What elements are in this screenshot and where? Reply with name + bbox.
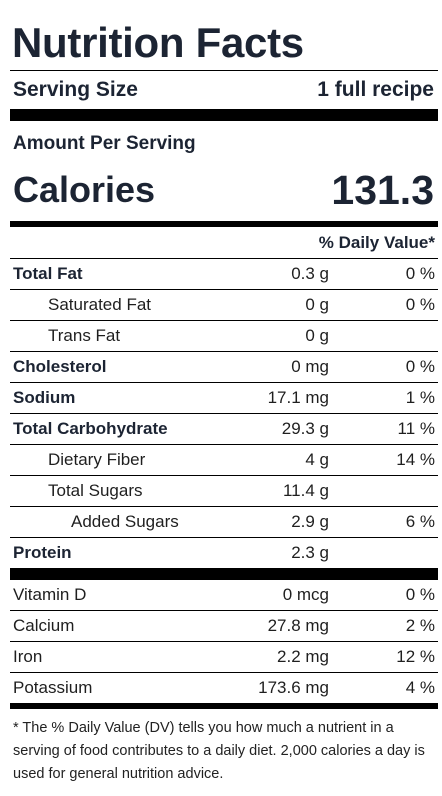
vitamin-row-calcium: Calcium 27.8 mg 2 %: [10, 610, 438, 641]
medium-divider: [10, 221, 438, 227]
divider: [10, 70, 438, 71]
nutrient-dv: 0 %: [405, 295, 435, 314]
vitamin-name: Potassium: [13, 678, 93, 697]
serving-size-row: Serving Size 1 full recipe: [10, 71, 438, 109]
nutrition-label: Nutrition Facts Serving Size 1 full reci…: [10, 0, 438, 786]
vitamin-dv: 12 %: [396, 647, 435, 666]
nutrient-row-sodium: Sodium 17.1 mg 1 %: [10, 382, 438, 413]
vitamin-amount: 0 mcg: [282, 585, 329, 604]
vitamin-dv: 0 %: [405, 585, 435, 604]
nutrient-row-total-sugars: Total Sugars 11.4 g: [10, 475, 438, 506]
nutrient-amount: 17.1 mg: [267, 388, 329, 407]
daily-value-header: % Daily Value*: [318, 233, 435, 252]
nutrient-name: Total Carbohydrate: [13, 419, 168, 438]
vitamin-amount: 173.6 mg: [258, 678, 329, 697]
thick-divider: [10, 109, 438, 121]
nutrient-amount: 0 mg: [291, 357, 329, 376]
nutrient-name: Saturated Fat: [48, 295, 152, 314]
nutrient-row-saturated-fat: Saturated Fat 0 g 0 %: [10, 289, 438, 320]
nutrient-dv: 6 %: [405, 512, 435, 531]
nutrient-dv: 0 %: [405, 357, 435, 376]
nutrient-amount: 0 g: [305, 326, 329, 345]
nutrient-name: Total Fat: [13, 264, 83, 283]
nutrient-row-protein: Protein 2.3 g: [10, 537, 438, 568]
nutrient-name: Total Sugars: [48, 481, 143, 500]
nutrient-name: Added Sugars: [71, 512, 179, 531]
nutrient-amount: 4 g: [305, 450, 329, 469]
nutrient-row-trans-fat: Trans Fat 0 g: [10, 320, 438, 351]
nutrient-amount: 0.3 g: [291, 264, 329, 283]
nutrient-name: Trans Fat: [48, 326, 121, 345]
vitamin-row-iron: Iron 2.2 mg 12 %: [10, 641, 438, 672]
nutrient-name: Dietary Fiber: [48, 450, 146, 469]
nutrient-row-dietary-fiber: Dietary Fiber 4 g 14 %: [10, 444, 438, 475]
nutrient-dv: 14 %: [396, 450, 435, 469]
calories-row: Calories 131.3: [10, 155, 438, 221]
calories-value: 131.3: [331, 166, 434, 213]
medium-divider: [10, 703, 438, 709]
vitamin-name: Iron: [13, 647, 43, 666]
nutrient-name: Sodium: [13, 388, 76, 407]
vitamin-name: Calcium: [13, 616, 75, 635]
nutrient-dv: 11 %: [397, 419, 436, 438]
vitamin-amount: 27.8 mg: [267, 616, 329, 635]
serving-size-label: Serving Size: [13, 78, 138, 101]
nutrient-name: Cholesterol: [13, 357, 107, 376]
footnote: * The % Daily Value (DV) tells you how m…: [13, 720, 425, 782]
nutrient-dv: 1 %: [405, 388, 435, 407]
vitamin-dv: 4 %: [405, 678, 435, 697]
nutrient-amount: 11.4 g: [282, 481, 329, 500]
vitamin-row-vitamin-d: Vitamin D 0 mcg 0 %: [10, 580, 438, 610]
vitamin-name: Vitamin D: [13, 585, 87, 604]
nutrient-amount: 0 g: [305, 295, 329, 314]
serving-size-value: 1 full recipe: [317, 78, 434, 101]
thick-divider: [10, 568, 438, 580]
label-title: Nutrition Facts: [12, 19, 304, 66]
nutrient-dv: 0 %: [405, 264, 435, 283]
vitamin-amount: 2.2 mg: [277, 647, 329, 666]
nutrient-row-cholesterol: Cholesterol 0 mg 0 %: [10, 351, 438, 382]
nutrient-row-total-carbohydrate: Total Carbohydrate 29.3 g 11 %: [10, 413, 438, 444]
nutrient-amount: 29.3 g: [281, 419, 329, 438]
vitamin-dv: 2 %: [405, 616, 435, 635]
nutrient-row-added-sugars: Added Sugars 2.9 g 6 %: [10, 506, 438, 537]
nutrient-name: Protein: [13, 543, 72, 562]
nutrient-amount: 2.9 g: [291, 512, 329, 531]
amount-per-serving: Amount Per Serving: [13, 133, 196, 154]
nutrient-amount: 2.3 g: [291, 543, 329, 562]
calories-label: Calories: [13, 169, 156, 210]
nutrient-row-total-fat: Total Fat 0.3 g 0 %: [10, 258, 438, 289]
vitamin-row-potassium: Potassium 173.6 mg 4 %: [10, 672, 438, 703]
